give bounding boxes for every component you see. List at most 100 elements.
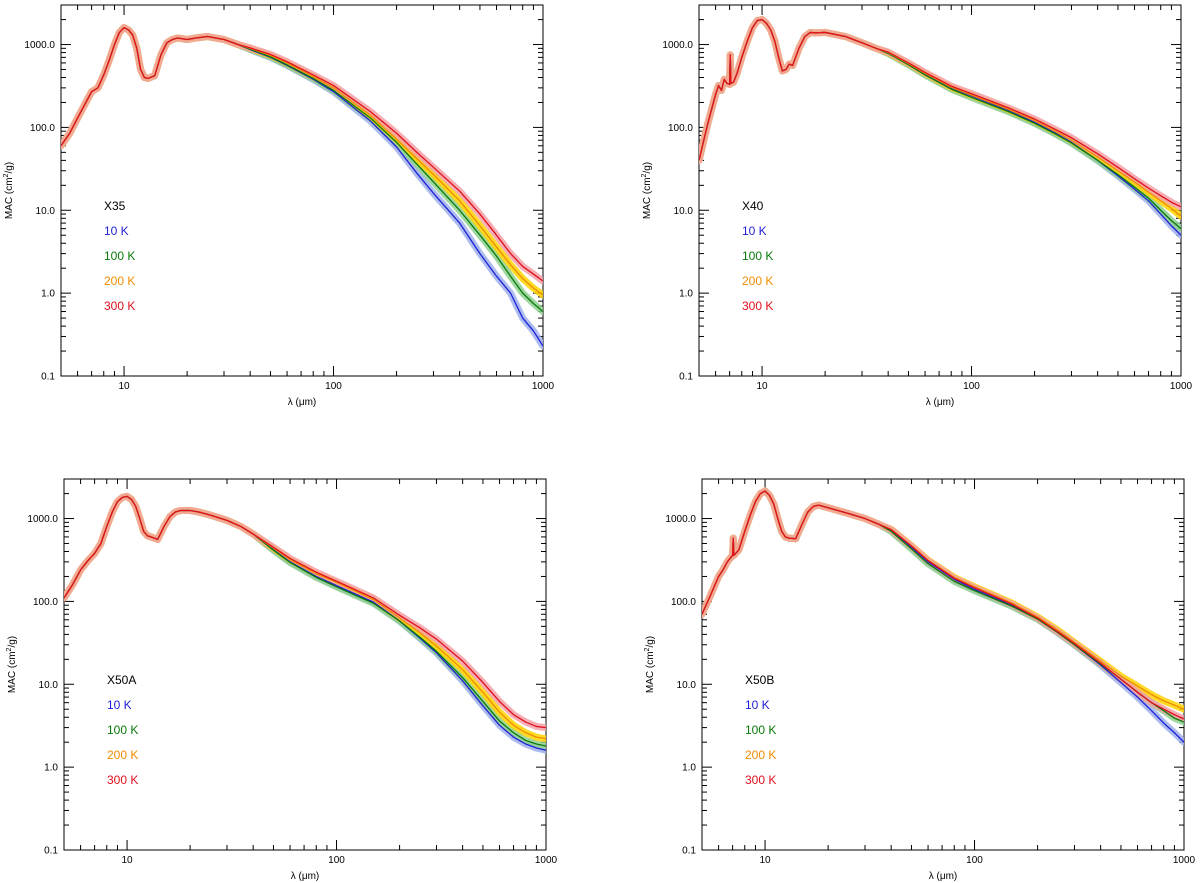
plot-frame <box>60 4 544 377</box>
y-axis-label: MAC (cm2/g) <box>6 636 18 693</box>
y-tick-label: 1.0 <box>41 289 55 300</box>
y-tick-label: 0.1 <box>682 846 696 857</box>
legend-entry-100k: 100 K <box>107 723 138 737</box>
y-tick-label: 100.0 <box>668 123 693 134</box>
legend-entry-200k: 200 K <box>107 748 138 762</box>
legend-entry-300k: 300 K <box>742 299 773 313</box>
data-area <box>702 487 1184 746</box>
y-ticks <box>699 4 1181 377</box>
y-tick-label: 10.0 <box>36 206 56 217</box>
y-axis-label: MAC (cm2/g) <box>3 162 15 219</box>
y-tick-label: 1000.0 <box>27 514 58 525</box>
plot-frame <box>63 478 547 851</box>
x-tick-label: 100 <box>328 855 345 866</box>
chart-panel-x50b: 10 100 1000 0.1 1.0 10.0 100.0 1000.0 λ (μm) MAC … <box>644 478 1196 882</box>
series-100k <box>699 18 1181 230</box>
y-tick-label: 10.0 <box>677 680 697 691</box>
y-tick-label: 10.0 <box>39 680 59 691</box>
legend-entry-100k: 100 K <box>742 249 773 263</box>
band-10k <box>699 16 1181 239</box>
x-tick-label: 1000 <box>532 381 555 392</box>
band-100k <box>702 487 1184 726</box>
legend-entry-200k: 200 K <box>104 274 135 288</box>
data-area <box>699 16 1181 239</box>
x-tick-label: 100 <box>963 381 980 392</box>
series-10k <box>64 495 546 751</box>
x-tick-label: 1000 <box>1173 855 1196 866</box>
y-tick-label: 1000.0 <box>665 514 696 525</box>
plot-frame <box>701 478 1185 851</box>
legend-entry-300k: 300 K <box>745 773 776 787</box>
x-axis-label: λ (μm) <box>291 871 320 882</box>
y-ticks <box>64 478 546 851</box>
band-100k <box>64 492 546 750</box>
legend-entry-300k: 300 K <box>104 299 135 313</box>
series-100k <box>702 490 1184 723</box>
y-tick-label: 1000.0 <box>24 40 55 51</box>
x-ticks <box>63 479 547 850</box>
y-ticks <box>702 478 1184 851</box>
legend-entry-100k: 100 K <box>104 249 135 263</box>
legend: X50A 10 K 100 K 200 K 300 K <box>107 673 138 787</box>
x-axis-label: λ (μm) <box>926 397 955 408</box>
series-200k <box>64 495 546 740</box>
y-axis-label: MAC (cm2/g) <box>644 636 656 693</box>
band-10k <box>64 492 546 754</box>
band-200k <box>64 492 546 743</box>
legend: X50B 10 K 100 K 200 K 300 K <box>745 673 776 787</box>
chart-panel-x50a: 10 100 1000 0.1 1.0 10.0 100.0 1000.0 λ (μm) MAC … <box>6 478 558 882</box>
x-tick-label: 10 <box>759 855 771 866</box>
y-tick-label: 10.0 <box>674 206 694 217</box>
y-tick-label: 0.1 <box>679 372 693 383</box>
legend: X35 10 K 100 K 200 K 300 K <box>104 199 135 313</box>
legend-entry-10k: 10 K <box>107 698 132 712</box>
legend-title: X50A <box>107 673 136 687</box>
x-ticks <box>701 479 1185 850</box>
legend-entry-100k: 100 K <box>745 723 776 737</box>
y-tick-label: 100.0 <box>671 597 696 608</box>
series-300k <box>64 495 546 729</box>
band-300k <box>699 16 1181 211</box>
series-200k <box>699 18 1181 217</box>
y-tick-label: 1000.0 <box>662 40 693 51</box>
legend-entry-10k: 10 K <box>742 224 767 238</box>
x-tick-label: 10 <box>118 381 130 392</box>
data-area <box>61 24 543 350</box>
legend-entry-200k: 200 K <box>745 748 776 762</box>
series-300k <box>702 490 1184 720</box>
plot-frame <box>698 4 1182 377</box>
y-tick-label: 1.0 <box>682 763 696 774</box>
x-axis-label: λ (μm) <box>288 397 317 408</box>
x-axis-label: λ (μm) <box>929 871 958 882</box>
x-tick-label: 100 <box>966 855 983 866</box>
y-tick-label: 100.0 <box>30 123 55 134</box>
band-200k <box>699 16 1181 220</box>
legend-entry-300k: 300 K <box>107 773 138 787</box>
y-tick-label: 0.1 <box>44 846 58 857</box>
x-tick-label: 10 <box>121 855 133 866</box>
legend: X40 10 K 100 K 200 K 300 K <box>742 199 773 313</box>
legend-entry-10k: 10 K <box>745 698 770 712</box>
series-300k <box>699 18 1181 208</box>
chart-panel-x35: 10 100 1000 0.1 1.0 10.0 100.0 1000.0 λ (μm) MAC … <box>3 4 555 408</box>
y-tick-label: 1.0 <box>679 289 693 300</box>
data-area <box>64 492 546 754</box>
series-10k <box>699 18 1181 236</box>
x-tick-label: 100 <box>325 381 342 392</box>
series-10k <box>702 490 1184 743</box>
series-300k <box>61 26 543 282</box>
chart-panel-x40: 10 100 1000 0.1 1.0 10.0 100.0 1000.0 λ (μm) MAC … <box>641 4 1193 408</box>
band-10k <box>702 487 1184 746</box>
legend-title: X35 <box>104 199 126 213</box>
legend-entry-10k: 10 K <box>104 224 129 238</box>
x-tick-label: 1000 <box>1170 381 1193 392</box>
legend-entry-200k: 200 K <box>742 274 773 288</box>
series-100k <box>64 495 546 747</box>
y-tick-label: 0.1 <box>41 372 55 383</box>
x-ticks <box>698 5 1182 376</box>
legend-title: X40 <box>742 199 764 213</box>
y-axis-label: MAC (cm2/g) <box>641 162 653 219</box>
legend-title: X50B <box>745 673 774 687</box>
x-tick-label: 10 <box>756 381 768 392</box>
